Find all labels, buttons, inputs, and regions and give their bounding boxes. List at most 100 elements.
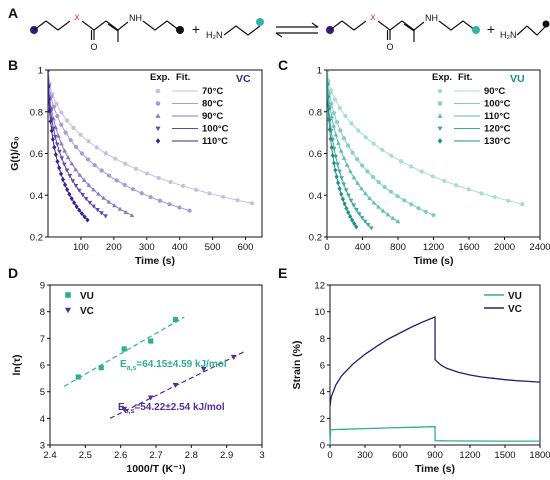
data-point xyxy=(340,196,345,202)
data-point xyxy=(360,163,365,168)
data-point xyxy=(365,223,371,228)
x-tick-label: 2.9 xyxy=(220,450,233,461)
x-tick-label: 2.4 xyxy=(43,450,56,461)
data-point xyxy=(122,182,127,188)
data-point xyxy=(68,137,73,143)
data-point xyxy=(69,196,74,202)
fit-line-vc xyxy=(109,351,245,419)
data-point xyxy=(354,224,359,230)
data-point xyxy=(139,191,144,196)
x-tick-label: 500 xyxy=(205,242,221,253)
data-point xyxy=(479,191,484,196)
x-tick-label: 0 xyxy=(327,450,332,461)
data-point xyxy=(54,142,60,147)
data-point xyxy=(59,156,65,161)
data-point xyxy=(59,122,64,127)
legend-marker xyxy=(65,292,71,298)
y-tick-label: 7 xyxy=(40,334,45,345)
x-tick-label: 800 xyxy=(390,242,406,253)
data-point xyxy=(409,202,414,207)
data-point xyxy=(395,219,401,224)
y-tick-label: 0.6 xyxy=(309,149,322,160)
data-point xyxy=(356,128,361,133)
product-oxygen: O xyxy=(386,42,393,52)
data-point xyxy=(327,94,330,100)
data-point xyxy=(359,216,365,221)
data-point xyxy=(91,187,96,192)
ester-linkage xyxy=(81,20,119,31)
y-tick-label: 0.2 xyxy=(309,233,322,244)
data-point xyxy=(333,132,339,137)
data-point xyxy=(221,194,226,200)
data-point xyxy=(80,192,85,198)
legend-header-fit: Fit. xyxy=(458,72,472,83)
data-point xyxy=(98,365,104,371)
data-point xyxy=(395,194,400,199)
data-point xyxy=(53,125,59,130)
data-point xyxy=(177,205,182,210)
data-point xyxy=(167,202,172,207)
fit-line-vu xyxy=(63,316,185,387)
legend-label: 110°C xyxy=(484,111,510,122)
data-point xyxy=(51,126,56,131)
activation-energy-label: Ea,s=64.15±4.59 kJ/mol xyxy=(120,359,227,372)
data-point xyxy=(73,144,79,150)
left-chain xyxy=(33,20,71,31)
data-point xyxy=(370,174,375,179)
y-tick-label: 0 xyxy=(320,441,325,452)
x-tick-label: 200 xyxy=(106,242,122,253)
amine-label-2: H₂N xyxy=(500,30,517,40)
data-point xyxy=(144,171,150,176)
data-point xyxy=(52,134,58,139)
y-tick-label: 1 xyxy=(38,66,43,77)
y-tick-label: 3 xyxy=(40,441,45,452)
data-point xyxy=(331,111,337,116)
legend-label: VU xyxy=(80,291,94,302)
legend-marker xyxy=(437,88,443,94)
data-point xyxy=(200,366,207,372)
legend-marker xyxy=(64,307,72,314)
data-point xyxy=(86,139,91,144)
data-point xyxy=(48,108,52,114)
data-point xyxy=(99,168,104,173)
data-point xyxy=(355,157,360,162)
data-point xyxy=(380,147,385,152)
data-point xyxy=(330,153,335,159)
black-endgroup-dot-2 xyxy=(542,20,550,28)
amine-chain-1 xyxy=(223,25,261,36)
data-point xyxy=(327,70,330,73)
data-point xyxy=(64,118,70,123)
data-point xyxy=(77,207,82,213)
data-point xyxy=(59,141,64,146)
y-tick-label: 0.6 xyxy=(30,149,43,160)
product-enamine xyxy=(413,21,425,31)
data-point xyxy=(354,207,359,213)
data-point xyxy=(362,219,368,224)
legend-label: 120°C xyxy=(484,124,511,135)
data-point xyxy=(327,117,332,123)
data-point xyxy=(230,354,237,360)
legend-label: VC xyxy=(80,306,94,317)
amine-chain-2 xyxy=(516,25,547,36)
legend-label: 70°C xyxy=(202,86,223,97)
amine-label-1: H₂N xyxy=(206,30,223,40)
plus-sign-1: + xyxy=(192,21,200,37)
y-tick-label: 5 xyxy=(40,387,45,398)
x-tick-label: 3 xyxy=(259,450,264,461)
data-point xyxy=(60,176,66,183)
panel-letter-c: C xyxy=(278,57,288,73)
data-point xyxy=(363,191,368,196)
data-point xyxy=(96,191,101,196)
data-point xyxy=(341,182,347,187)
x-tick-label: 600 xyxy=(238,242,254,253)
data-point xyxy=(329,101,334,106)
y-tick-label: 4 xyxy=(320,387,325,398)
data-point xyxy=(54,101,59,106)
data-point xyxy=(367,195,372,201)
data-point xyxy=(83,197,89,202)
data-point xyxy=(351,203,356,208)
data-point xyxy=(63,130,68,135)
x-tick-label: 1800 xyxy=(529,450,550,461)
data-point xyxy=(506,198,511,203)
data-point xyxy=(235,198,240,203)
